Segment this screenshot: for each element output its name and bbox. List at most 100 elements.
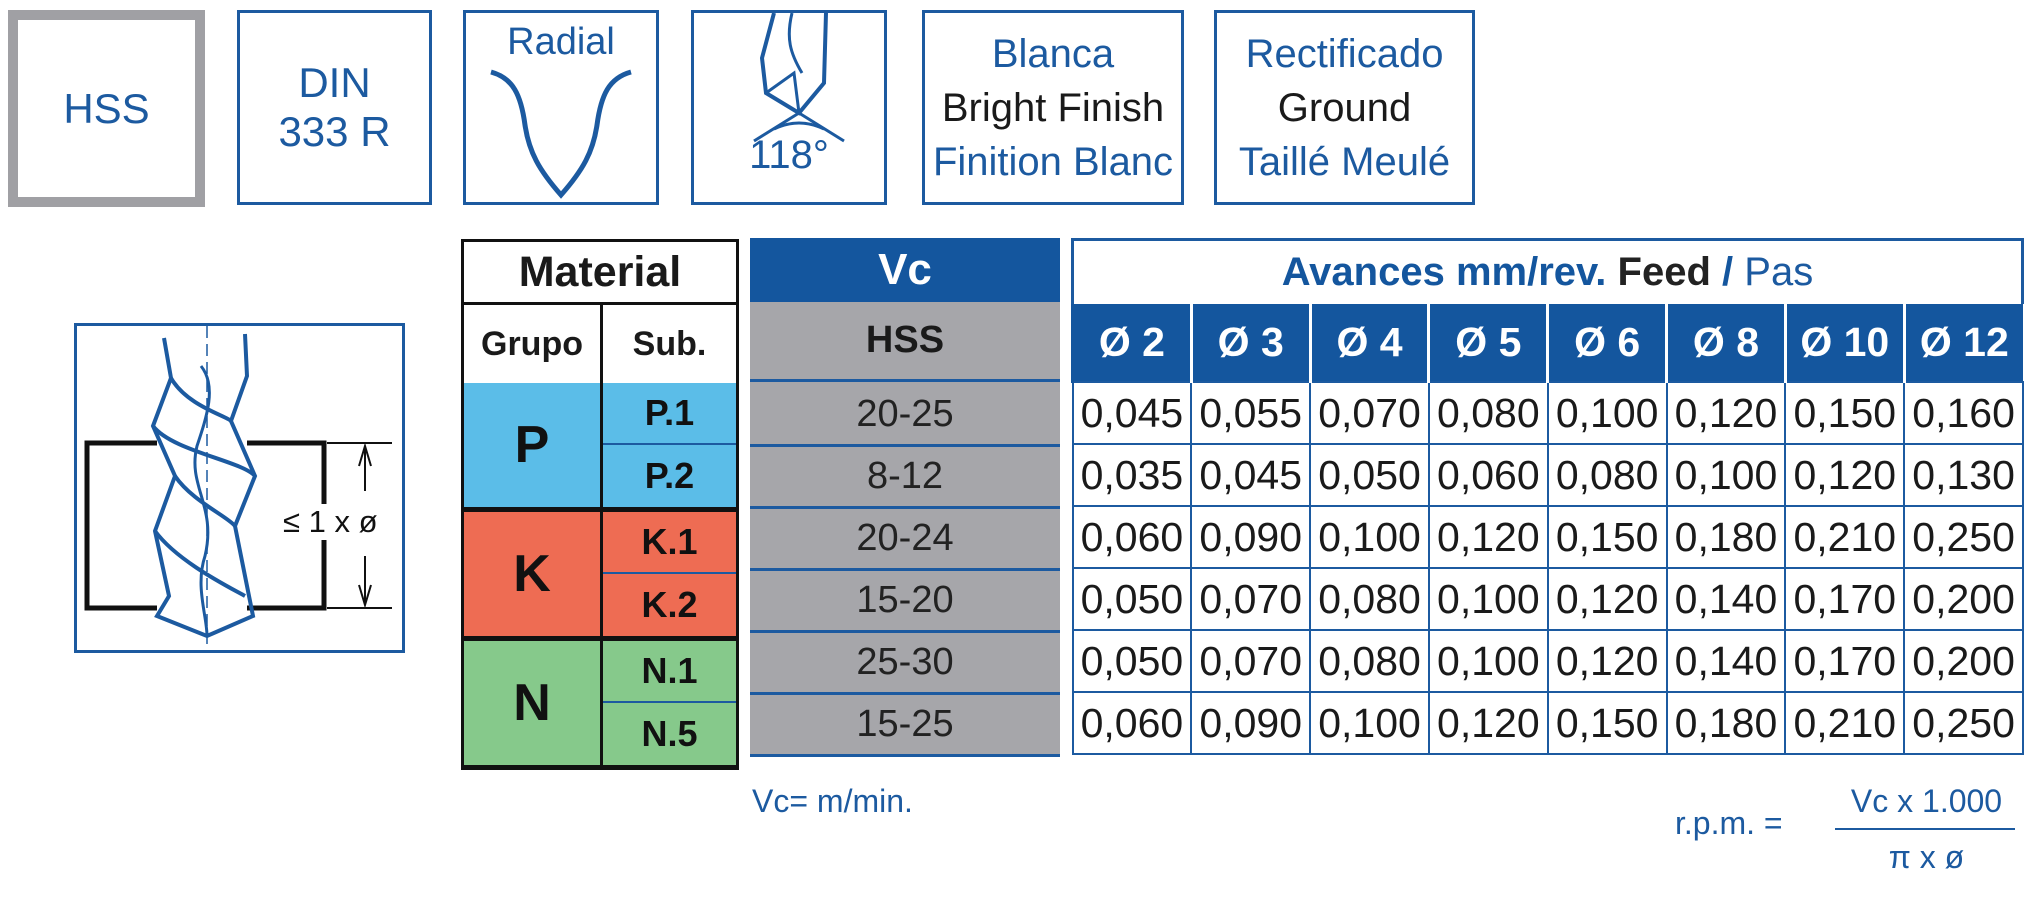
- vc-value: 15-20: [750, 571, 1060, 633]
- feed-cell: 0,120: [1546, 567, 1668, 631]
- feed-cell: 0,100: [1427, 567, 1549, 631]
- vc-rows: 20-25 8-12 20-24 15-20 25-30 15-25: [750, 385, 1060, 757]
- vc-value: 20-25: [750, 385, 1060, 447]
- feed-cell: 0,080: [1427, 381, 1549, 445]
- radial-label: Radial: [507, 21, 615, 63]
- angle-badge: 118°: [691, 10, 887, 205]
- feed-cell: 0,070: [1309, 381, 1430, 445]
- finish-en: Bright Finish: [941, 85, 1165, 130]
- feed-cell: 0,080: [1309, 567, 1430, 631]
- feed-cell: 0,045: [1071, 381, 1193, 445]
- feed-cell: 0,120: [1427, 691, 1549, 755]
- depth-diagram: ≤ 1 x ø: [74, 323, 405, 653]
- feed-cell: 0,140: [1665, 629, 1787, 693]
- group-label: P: [464, 383, 603, 507]
- feed-cell: 0,150: [1784, 381, 1906, 445]
- material-header: Material: [461, 239, 739, 305]
- material-table: Material Grupo Sub.: [461, 239, 739, 387]
- ground-fr: Taillé Meulé: [1238, 139, 1451, 184]
- feed-row: 0,060 0,090 0,100 0,120 0,150 0,180 0,210 0,250: [1071, 505, 2024, 569]
- sub-label: K.2: [603, 574, 736, 636]
- feed-cell: 0,090: [1190, 691, 1312, 755]
- vc-value: 8-12: [750, 447, 1060, 509]
- ground-en: Ground: [1277, 85, 1412, 130]
- feed-cell: 0,170: [1784, 567, 1906, 631]
- formula-numerator: Vc x 1.000: [1850, 783, 2003, 819]
- group-label: K: [464, 512, 603, 636]
- depth-label: ≤ 1 x ø: [283, 504, 378, 540]
- feed-cell: 0,150: [1546, 691, 1668, 755]
- sub-label: N.5: [603, 703, 736, 765]
- feed-cell: 0,170: [1784, 629, 1906, 693]
- feed-title-en: Feed: [1617, 250, 1711, 294]
- feed-row: 0,035 0,045 0,050 0,060 0,080 0,100 0,120 0,130: [1071, 443, 2024, 507]
- feed-cell: 0,250: [1903, 505, 2024, 569]
- group-label: N: [464, 641, 603, 765]
- formula-denominator: π x ø: [1888, 839, 1965, 875]
- feed-cell: 0,100: [1309, 505, 1430, 569]
- hss-badge: HSS: [8, 10, 205, 207]
- din-line1: DIN: [298, 59, 371, 107]
- material-group-n: N N.1 N.5: [461, 641, 739, 770]
- material-group-p: P P.1 P.2: [461, 383, 739, 512]
- drill-depth-icon: [84, 326, 392, 646]
- group-col-header: Grupo: [461, 302, 603, 387]
- feed-row: 0,060 0,090 0,100 0,120 0,150 0,180 0,210 0,250: [1071, 691, 2024, 755]
- sub-col-header: Sub.: [600, 302, 739, 387]
- feed-cell: 0,100: [1546, 381, 1668, 445]
- radial-point-icon: [490, 69, 632, 199]
- feed-row: 0,045 0,055 0,070 0,080 0,100 0,120 0,150 0,160: [1071, 381, 2024, 445]
- feed-cell: 0,080: [1309, 629, 1430, 693]
- feed-cell: 0,060: [1071, 691, 1193, 755]
- feed-cell: 0,045: [1190, 443, 1312, 507]
- feed-cell: 0,200: [1903, 567, 2024, 631]
- drill-tip-icon: [753, 13, 845, 143]
- feed-cell: 0,130: [1903, 443, 2024, 507]
- feed-cell: 0,055: [1190, 381, 1312, 445]
- feed-cell: 0,035: [1071, 443, 1193, 507]
- din-badge: DIN 333 R: [237, 10, 432, 205]
- hss-label: HSS: [63, 84, 150, 132]
- feed-row: 0,050 0,070 0,080 0,100 0,120 0,140 0,170 0,200: [1071, 567, 2024, 631]
- radial-badge: Radial: [463, 10, 659, 205]
- vc-value: 20-24: [750, 509, 1060, 571]
- diameter-header: Ø 8: [1665, 304, 1786, 382]
- finish-fr: Finition Blanc: [932, 139, 1174, 184]
- diameter-header: Ø 10: [1783, 304, 1905, 382]
- diameter-header: Ø 2: [1071, 304, 1192, 382]
- feed-cell: 0,050: [1071, 567, 1193, 631]
- diameter-header: Ø 3: [1189, 304, 1311, 382]
- feed-cell: 0,150: [1546, 505, 1668, 569]
- rpm-formula: r.p.m. = Vc x 1.000 π x ø: [1675, 783, 2015, 883]
- feed-cell: 0,210: [1784, 505, 1906, 569]
- din-line2: 333 R: [278, 107, 391, 155]
- vc-value: 25-30: [750, 633, 1060, 695]
- feed-cell: 0,180: [1665, 505, 1787, 569]
- finish-badge: Blanca Bright Finish Finition Blanc: [922, 10, 1184, 205]
- feed-cell: 0,060: [1071, 505, 1193, 569]
- feed-cell: 0,070: [1190, 567, 1312, 631]
- feed-cell: 0,210: [1784, 691, 1906, 755]
- feed-cell: 0,250: [1903, 691, 2024, 755]
- formula-fraction-bar: [1835, 828, 2015, 830]
- feed-cell: 0,060: [1427, 443, 1549, 507]
- feed-cell: 0,070: [1190, 629, 1312, 693]
- vc-unit-note: Vc= m/min.: [752, 783, 913, 819]
- feed-title-sep: /: [1722, 250, 1734, 294]
- diameter-header: Ø 4: [1308, 304, 1429, 382]
- formula-lhs: r.p.m. =: [1675, 805, 1783, 841]
- ground-es: Rectificado: [1245, 31, 1444, 76]
- finish-es: Blanca: [991, 31, 1115, 76]
- feed-cell: 0,140: [1665, 567, 1787, 631]
- sub-label: K.1: [603, 512, 736, 574]
- feed-cell: 0,120: [1665, 381, 1787, 445]
- vc-table: Vc HSS 20-25 8-12 20-24 15-20 25-30 15-25: [750, 238, 1060, 757]
- diameter-header: Ø 5: [1427, 304, 1548, 382]
- feed-cell: 0,050: [1309, 443, 1430, 507]
- feed-cell: 0,080: [1546, 443, 1668, 507]
- feed-cell: 0,100: [1427, 629, 1549, 693]
- feed-cell: 0,050: [1071, 629, 1193, 693]
- feed-cell: 0,180: [1665, 691, 1787, 755]
- material-groups: P P.1 P.2 K K.1 K.2 N N.1 N.5: [461, 383, 739, 770]
